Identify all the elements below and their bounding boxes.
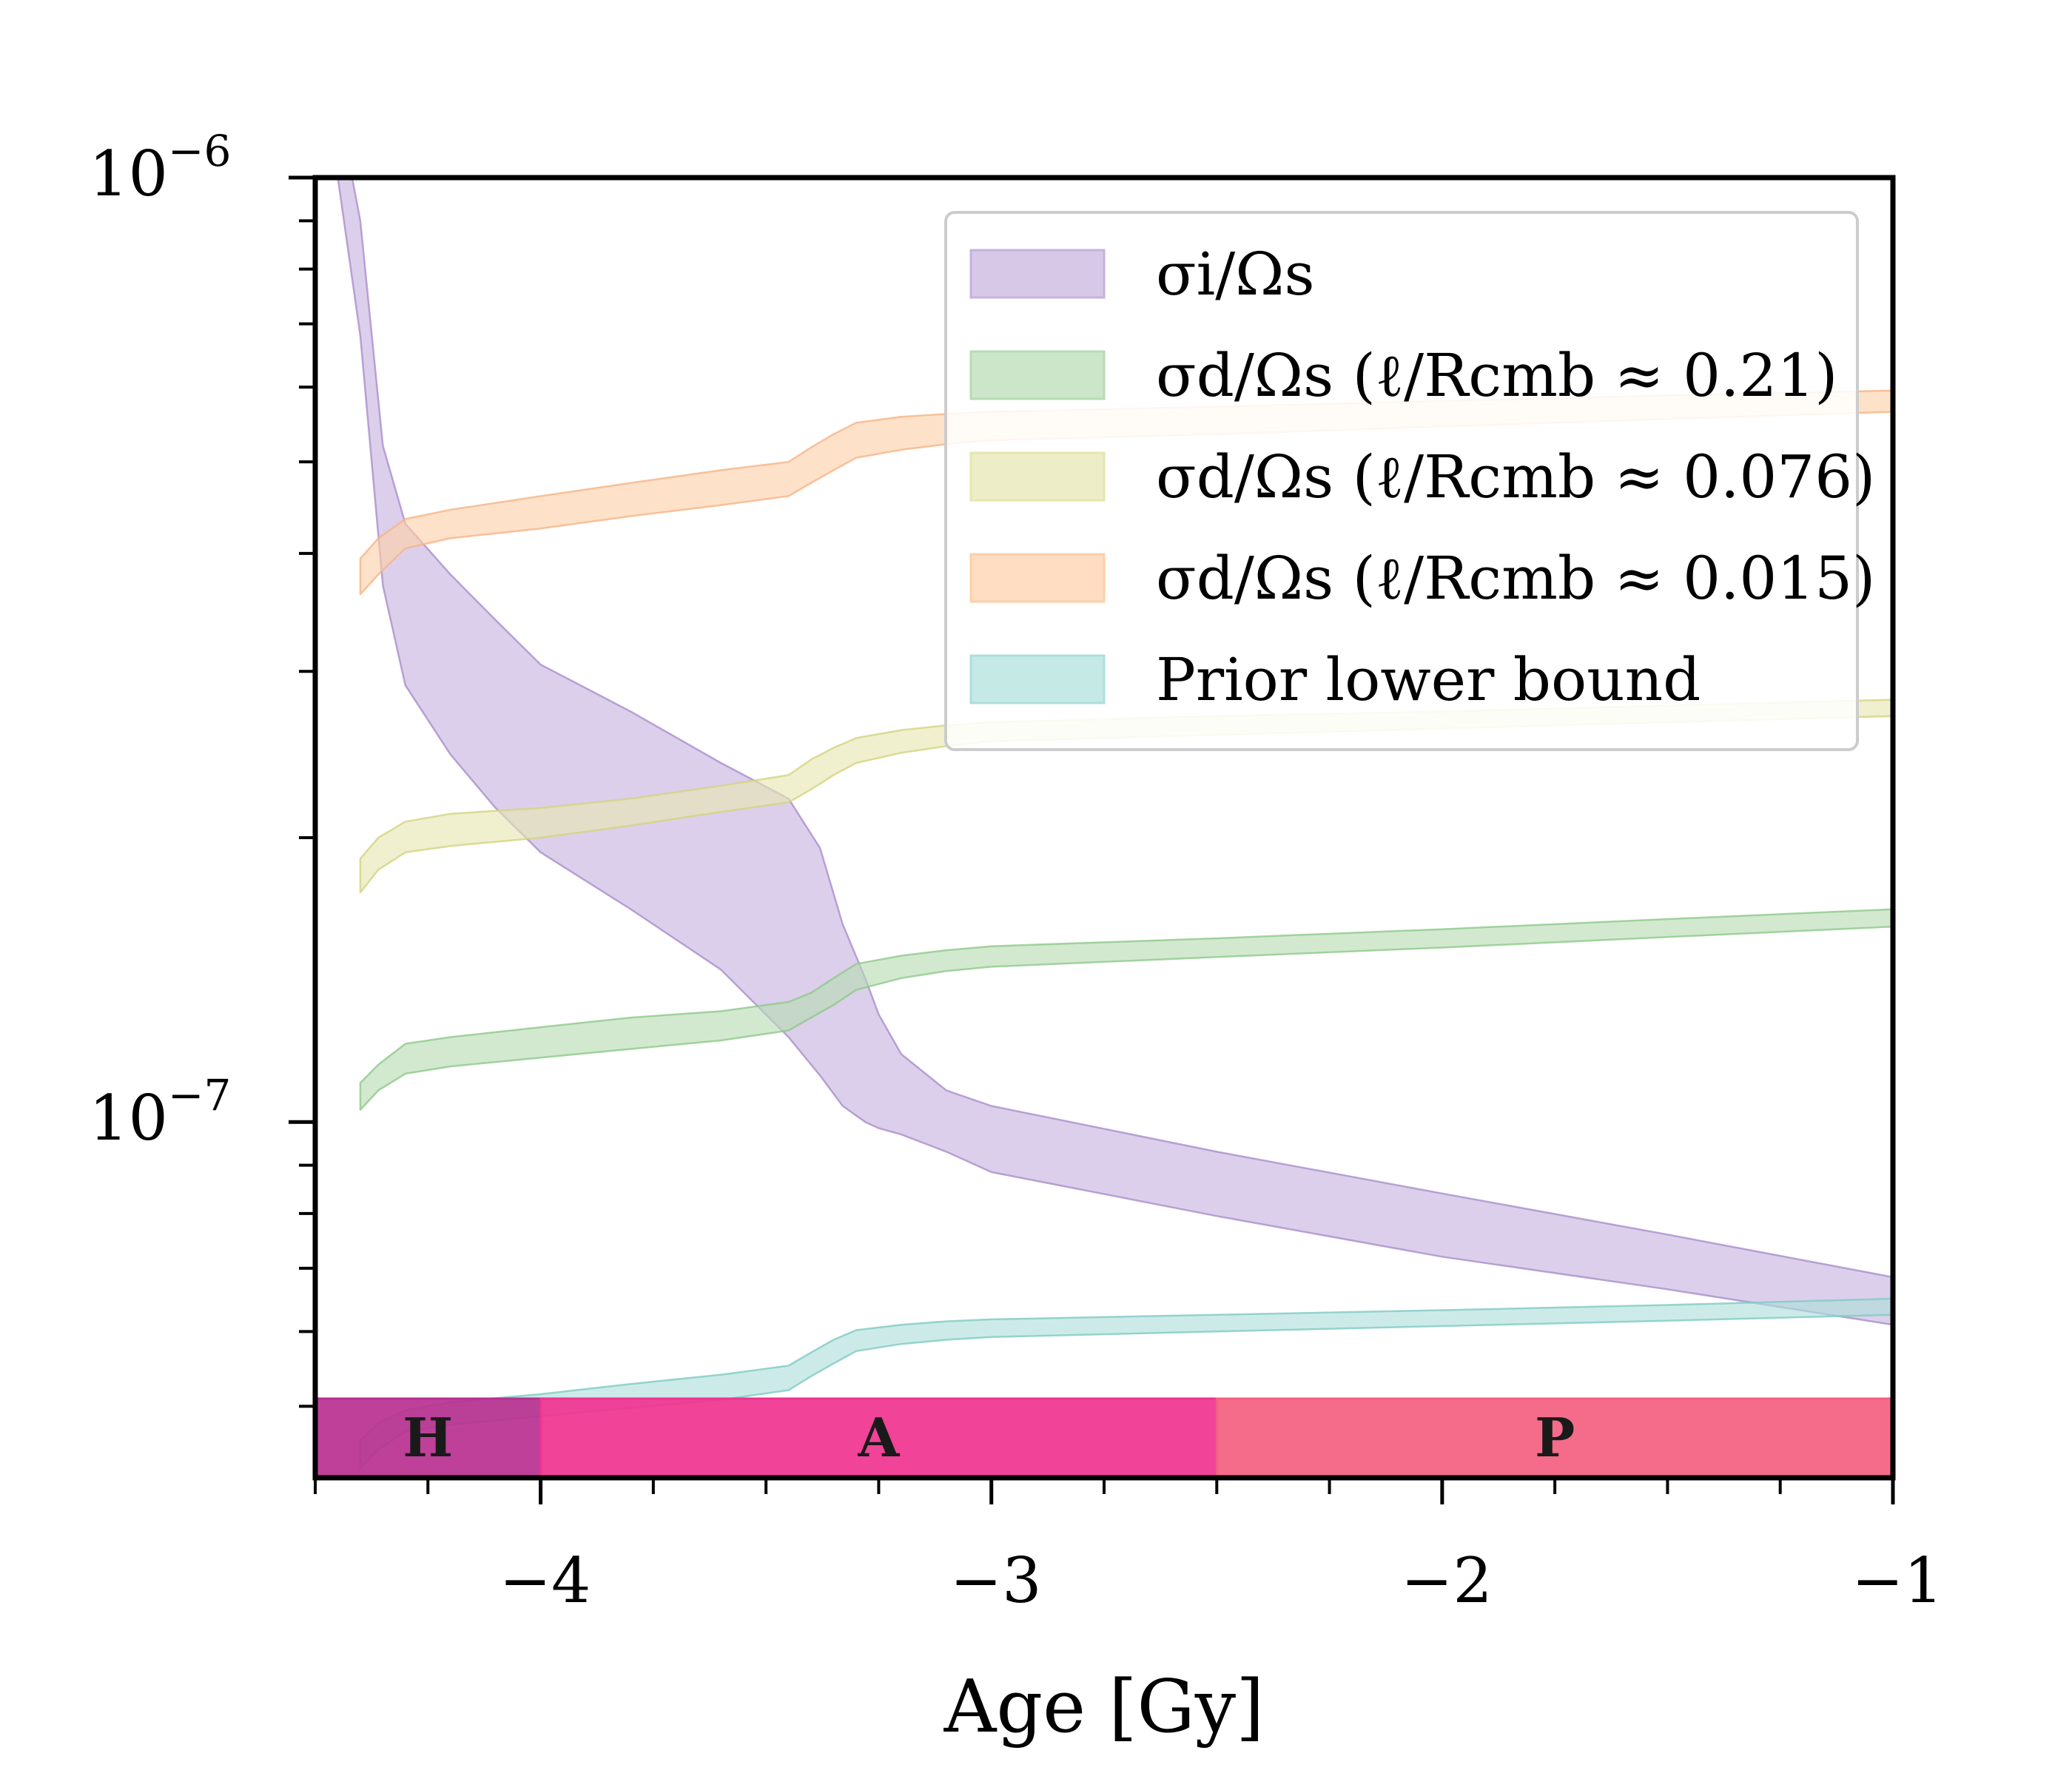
- x-tick-label: −1: [1851, 1544, 1943, 1617]
- era-h-label: H: [403, 1406, 453, 1469]
- era-a-block: [539, 1397, 1218, 1478]
- legend-label: σd/Ωs (ℓ/Rcmb ≈ 0.21): [1156, 341, 1837, 410]
- band-series-0: [337, 178, 1893, 1326]
- legend-swatch: [969, 654, 1106, 704]
- era-p-label: P: [1535, 1406, 1575, 1469]
- y-tick-label: 10−6: [89, 126, 231, 210]
- y-axis: 10−6 10−7: [89, 126, 315, 1408]
- legend-label: Prior lower bound: [1156, 645, 1701, 714]
- legend-frame: [944, 211, 1859, 751]
- x-axis: −4 −3 −2 −1: [314, 1478, 1943, 1617]
- x-tick-label: −4: [500, 1544, 591, 1617]
- era-h-block: [315, 1397, 542, 1478]
- x-axis-label: Age [Gy]: [944, 1665, 1265, 1749]
- legend-swatch: [969, 350, 1106, 400]
- legend-label: σi/Ωs: [1156, 240, 1315, 309]
- legend-swatch: [969, 451, 1106, 502]
- band-series-1: [359, 908, 1893, 1111]
- era-a-label: A: [857, 1406, 900, 1469]
- era-p-block: [1215, 1397, 1893, 1478]
- legend-label: σd/Ωs (ℓ/Rcmb ≈ 0.076): [1156, 443, 1875, 511]
- y-tick-label: 10−7: [89, 1070, 231, 1154]
- x-tick-label: −3: [950, 1544, 1042, 1617]
- x-tick-label: −2: [1401, 1544, 1493, 1617]
- legend: σi/Ωs σd/Ωs (ℓ/Rcmb ≈ 0.21) σd/Ωs (ℓ/Rcmb …: [944, 211, 1875, 751]
- legend-swatch: [969, 553, 1106, 603]
- legend-swatch: [969, 249, 1106, 299]
- legend-label: σd/Ωs (ℓ/Rcmb ≈ 0.015): [1156, 544, 1875, 613]
